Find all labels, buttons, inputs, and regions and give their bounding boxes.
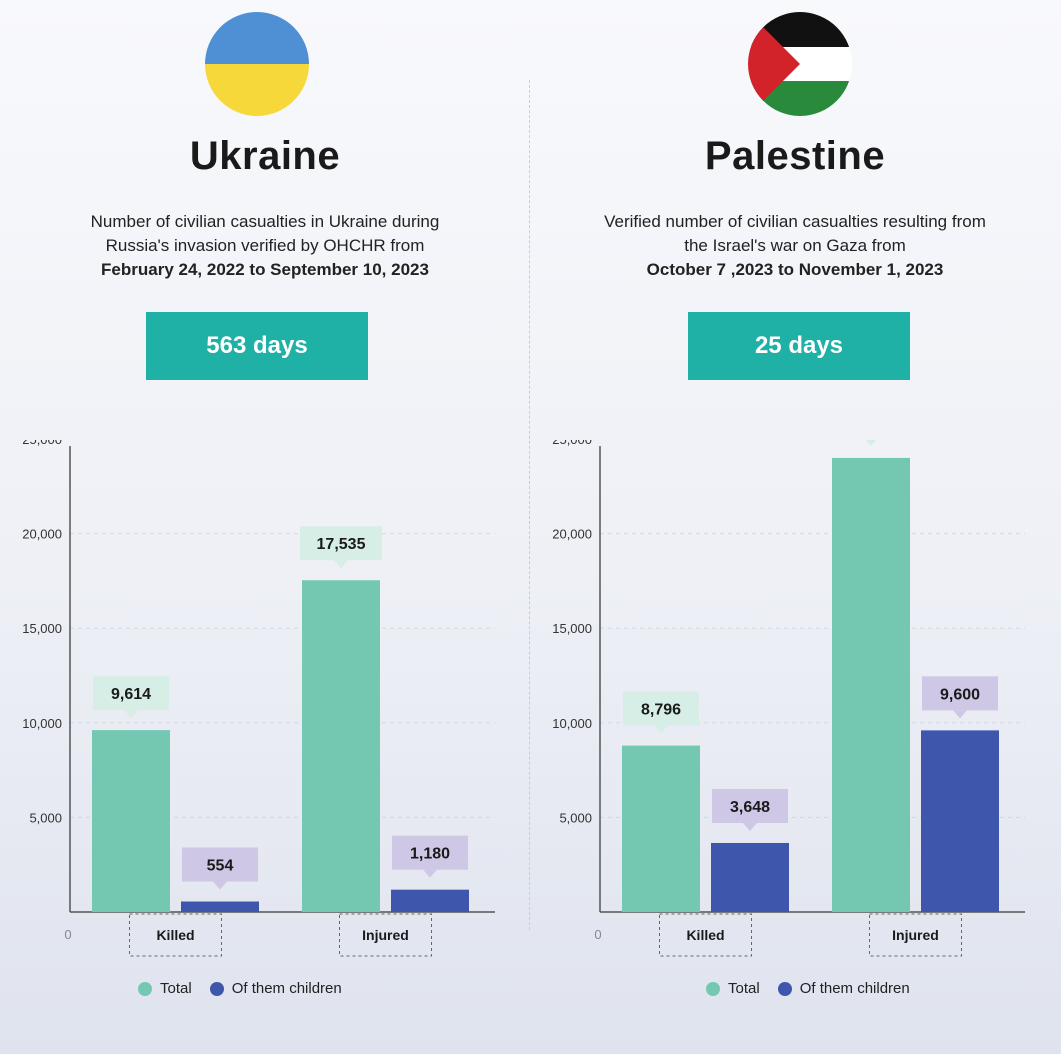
data-label-pointer [213, 881, 227, 890]
y-tick-label: 15,000 [22, 621, 62, 636]
data-label-box [922, 676, 998, 711]
data-label: 1,180 [410, 846, 450, 863]
days-badge: 563 days [146, 312, 368, 380]
panel-title: Palestine [704, 134, 886, 178]
y-tick-label: 10,000 [22, 716, 62, 731]
data-label: 554 [207, 858, 234, 875]
legend-total-label: Total [160, 980, 192, 997]
legend-item-total: Total [138, 980, 192, 997]
legend-item-total: Total [706, 980, 760, 997]
panel-subtitle: Verified number of civilian casualties r… [530, 210, 1060, 282]
origin-label: 0 [594, 927, 601, 942]
data-label-pointer [124, 710, 138, 719]
legend-item-children: Of them children [777, 980, 910, 997]
legend-children-swatch [209, 981, 224, 996]
legend-children-swatch [777, 981, 792, 996]
period-text: February 24, 2022 to September 10, 2023 [101, 260, 429, 279]
bar-children-injured [391, 889, 469, 912]
panel-title: Ukraine [189, 134, 341, 178]
bar-children-killed [181, 901, 259, 912]
value-label-children: 554 [182, 847, 258, 890]
category-label: Injured [362, 927, 409, 943]
days-badge: 25 days [688, 312, 910, 380]
subtitle-line: Verified number of civilian casualties r… [604, 212, 986, 231]
legend-children-label: Of them children [799, 980, 910, 997]
data-label-box [623, 691, 699, 726]
value-label-children: 9,600 [922, 676, 998, 719]
bar-total-injured [302, 580, 380, 912]
value-label-total: 24,000 [865, 440, 877, 446]
palestine-bar-chart: 5,000 10,000 15,000 20,000 25,000 0 8,796 3,648… [552, 440, 1025, 957]
y-tick-label: 5,000 [559, 810, 592, 825]
subtitle-line: Russia's invasion verified by OHCHR from [105, 236, 425, 255]
chart-legend: Total Of them children [706, 980, 910, 997]
data-label: 3,648 [730, 799, 770, 816]
panel-divider [529, 80, 530, 930]
category-box [129, 913, 222, 957]
chart-legend: Total Of them children [138, 980, 342, 997]
y-tick-label: 25,000 [552, 440, 592, 447]
legend-item-children: Of them children [209, 980, 342, 997]
subtitle-line: the Israel's war on Gaza from [684, 236, 906, 255]
category-box [869, 913, 962, 957]
value-label-total: 8,796 [623, 691, 699, 734]
bar-children-killed [711, 842, 789, 912]
data-label: 9,600 [940, 686, 980, 703]
y-tick-label: 5,000 [29, 810, 62, 825]
y-tick-label: 15,000 [552, 621, 592, 636]
subtitle-line: Number of civilian casualties in Ukraine… [90, 212, 440, 231]
data-label: 8,796 [641, 702, 681, 719]
value-label-children: 1,180 [392, 835, 468, 878]
y-tick-label: 20,000 [552, 527, 592, 542]
ukraine-bar-chart: 5,000 10,000 15,000 20,000 25,000 0 9,614 554 Ki… [22, 440, 495, 957]
value-label-total: 9,614 [93, 676, 169, 719]
palestine-flag-icon [748, 12, 852, 116]
y-tick-label: 20,000 [22, 527, 62, 542]
data-label-box [300, 526, 382, 561]
panel-subtitle: Number of civilian casualties in Ukraine… [0, 210, 530, 282]
category-box [339, 913, 432, 957]
value-label-children: 3,648 [712, 788, 788, 831]
period-text: October 7 ,2023 to November 1, 2023 [646, 260, 944, 279]
data-label-box [712, 788, 788, 823]
legend-total-label: Total [728, 980, 760, 997]
category-label: Killed [156, 927, 194, 943]
data-label-pointer [865, 440, 877, 446]
data-label-box [182, 847, 258, 882]
value-label-total: 17,535 [300, 526, 382, 569]
y-tick-label: 25,000 [22, 440, 62, 447]
data-label: 9,614 [111, 686, 151, 703]
data-label-pointer [953, 710, 967, 719]
data-label-pointer [743, 822, 757, 831]
data-label-pointer [423, 869, 437, 878]
palestine-panel: Palestine Verified number of civilian ca… [530, 0, 1060, 1054]
category-label: Killed [686, 927, 724, 943]
category-box [659, 913, 752, 957]
data-label-pointer [654, 725, 668, 734]
ukraine-flag-icon [205, 12, 309, 116]
bar-children-injured [921, 730, 999, 912]
legend-total-swatch [706, 981, 720, 996]
legend-children-label: Of them children [231, 980, 342, 997]
origin-label: 0 [64, 927, 71, 942]
y-tick-label: 10,000 [552, 716, 592, 731]
bar-total-killed [92, 730, 170, 912]
data-label-pointer [334, 560, 348, 569]
bar-total-killed [622, 745, 700, 912]
data-label-box [392, 835, 468, 870]
data-label-box [93, 676, 169, 711]
legend-total-swatch [138, 981, 152, 996]
data-label: 17,535 [317, 536, 366, 553]
bar-total-injured [832, 457, 910, 912]
category-label: Injured [892, 927, 939, 943]
ukraine-panel: Ukraine Number of civilian casualties in… [0, 0, 530, 1054]
